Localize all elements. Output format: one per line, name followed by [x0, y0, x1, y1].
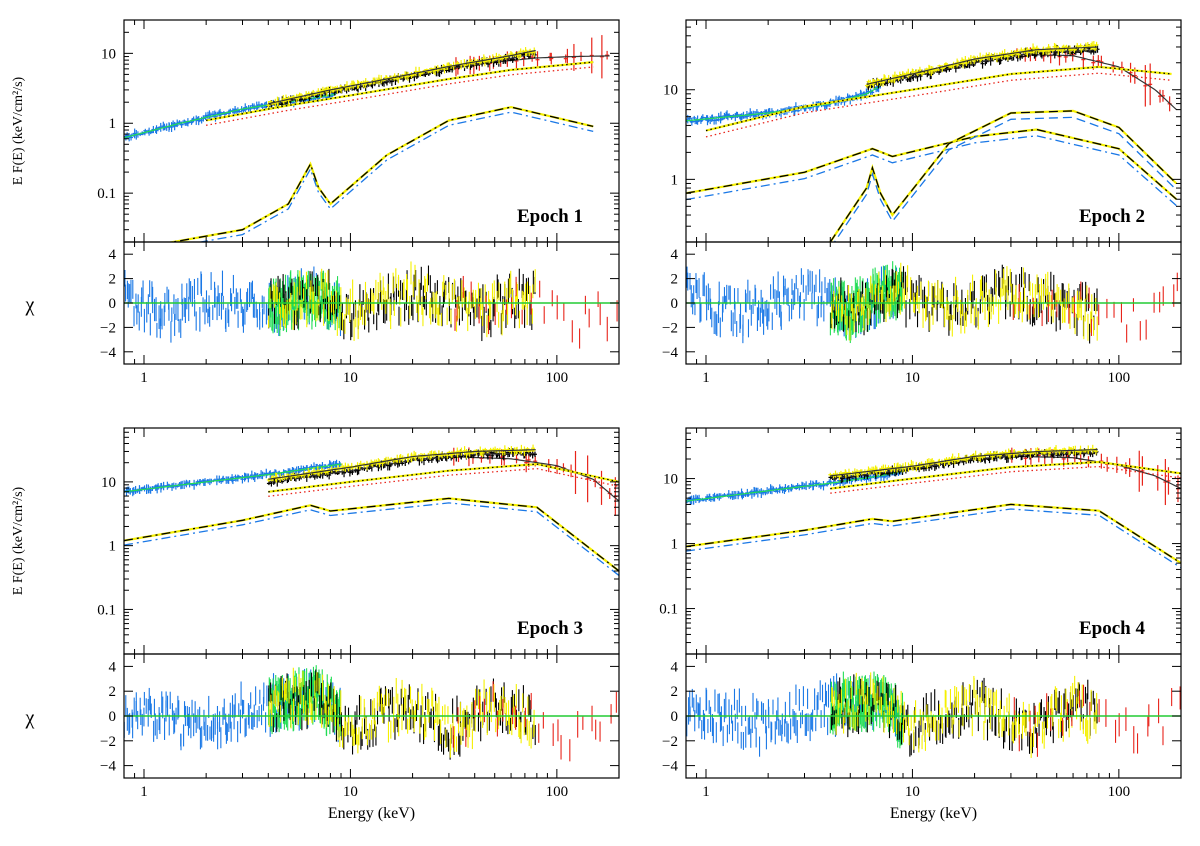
- resid-tick-label: 2: [671, 272, 679, 288]
- component-line: [705, 66, 1172, 132]
- y-tick-label: 1: [109, 116, 117, 132]
- series-nustar-fpmb: [266, 444, 536, 483]
- series-nustar-fpmb: [266, 47, 537, 110]
- model-line: [686, 85, 881, 122]
- model-line: [268, 449, 536, 480]
- component-continuum: [705, 65, 1172, 138]
- model-line: [268, 452, 536, 483]
- component-line-alt: [124, 502, 619, 577]
- component-line: [124, 497, 619, 572]
- component-line-alt: [205, 66, 594, 126]
- x-tick-label: 100: [546, 370, 569, 386]
- resid-tick-label: −4: [662, 345, 678, 361]
- y-tick-label: 0.1: [97, 186, 116, 202]
- spectrum-plot: [124, 444, 619, 577]
- component-line-alt: [686, 135, 1177, 207]
- epoch-label: Epoch 3: [517, 618, 583, 639]
- epoch-label: Epoch 1: [517, 206, 583, 227]
- resid-tick-label: −2: [662, 320, 678, 336]
- resid-axis-title: χ: [25, 294, 35, 316]
- component-line-bg: [124, 497, 619, 572]
- panel-epoch-2: 1 10 Epoch 2 1 10 100 4 2 0 −2 −4: [662, 19, 1182, 386]
- x-tick-label: 1: [140, 370, 148, 386]
- component-reflection: [166, 105, 594, 242]
- component-reflection: [686, 128, 1178, 207]
- x-tick-label: 1: [702, 370, 710, 386]
- resid-tick-label: −2: [100, 320, 116, 336]
- model-line: [124, 463, 342, 493]
- series-nustar-fpma: [866, 44, 1100, 91]
- resid-tick-label: 0: [109, 296, 117, 312]
- resid-tick-label: 0: [671, 296, 679, 312]
- y-tick-label: 0.1: [97, 602, 116, 618]
- y-tick-label: 10: [101, 475, 116, 491]
- x-tick-label: 10: [343, 370, 358, 386]
- residual-plot: [124, 261, 618, 349]
- component-line-bg: [166, 105, 594, 242]
- y-tick-label: 1: [109, 539, 117, 555]
- x-tick-label: 100: [1108, 370, 1131, 386]
- component-line: [268, 463, 619, 493]
- component-continuum: [205, 61, 594, 126]
- series-bat: [448, 35, 610, 79]
- residual-plot: [124, 665, 617, 762]
- epoch-label: Epoch 2: [1079, 206, 1145, 227]
- resid-tick-label: 4: [109, 247, 117, 263]
- x-tick-label: 10: [905, 370, 920, 386]
- y-axis-title: E F(E) (keV/cm²/s): [11, 76, 26, 185]
- component-line-bg: [205, 61, 594, 122]
- y-tick-label: 10: [101, 46, 116, 62]
- resid-tick-label: −4: [100, 345, 116, 361]
- resid-tick-label: 2: [109, 272, 117, 288]
- series-nustar-fpmb: [864, 41, 1099, 89]
- component-iron-line: [829, 109, 1178, 242]
- panel-epoch-1: 0.1 1 10 Epoch 1 1 10 100 4 2 0 −2 −4 E F(E) (keV/cm…: [11, 19, 620, 386]
- y-tick-label: 10: [663, 83, 678, 99]
- series-xmm-data: [686, 79, 883, 126]
- model-line: [866, 46, 1098, 85]
- component-line: [169, 106, 594, 242]
- model-line: [1010, 53, 1177, 111]
- spectrum-plot: [686, 41, 1178, 242]
- y-tick-label: 1: [671, 172, 679, 188]
- component-line-alt: [833, 116, 1177, 242]
- component-line: [686, 128, 1177, 200]
- resid-tick-label: 4: [671, 247, 679, 263]
- component-line-alt: [197, 111, 594, 242]
- spectrum-plot: [124, 35, 610, 242]
- component-continuum: [268, 462, 619, 497]
- model-line: [866, 49, 1098, 87]
- component-reflection: [124, 497, 619, 577]
- component-line-alt: [705, 72, 1172, 138]
- model-line: [448, 455, 619, 502]
- component-line-alt: [268, 467, 619, 497]
- component-line: [829, 110, 1177, 242]
- model-line: [268, 49, 536, 105]
